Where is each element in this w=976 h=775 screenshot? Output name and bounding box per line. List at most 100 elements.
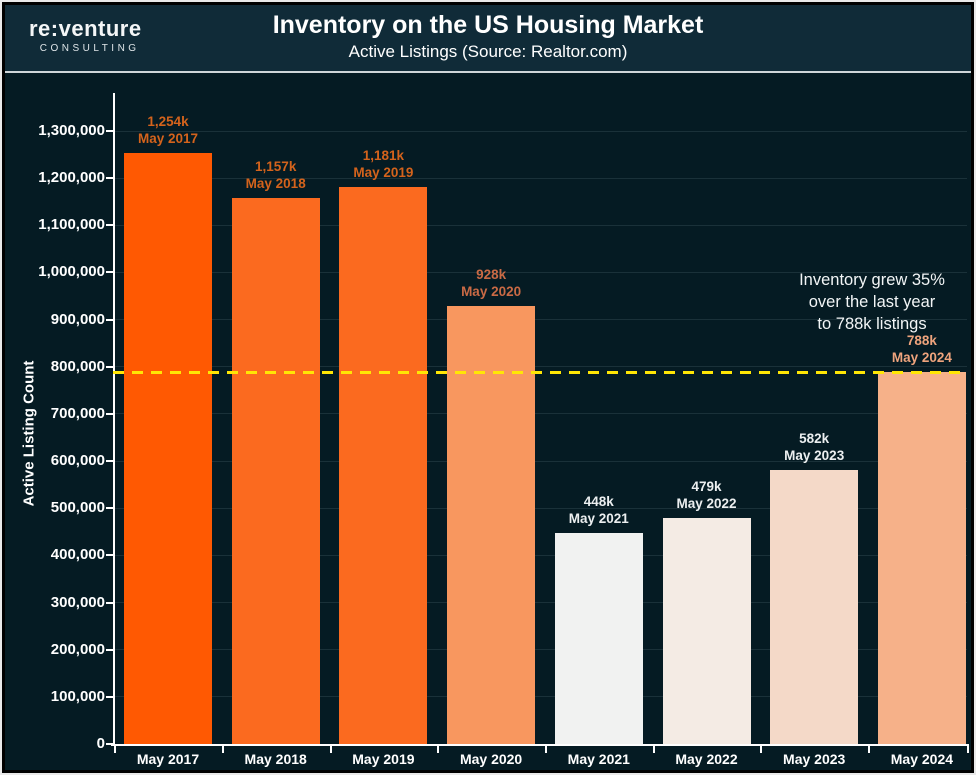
y-tick-mark <box>106 601 113 604</box>
x-tick-mark <box>967 746 969 753</box>
gridline <box>113 649 967 651</box>
chart-title: Inventory on the US Housing Market <box>272 11 704 39</box>
y-tick-mark <box>106 648 113 651</box>
bar-value-label: 479k May 2022 <box>642 478 772 512</box>
x-axis-label-may-2023: May 2023 <box>783 751 846 767</box>
y-tick-label: 1,100,000 <box>38 216 105 234</box>
y-tick-label: 1,000,000 <box>38 263 105 281</box>
bar-value-label: 448k May 2021 <box>534 493 664 527</box>
gridline <box>113 177 967 179</box>
x-tick-mark <box>652 746 655 753</box>
y-tick-mark <box>106 318 113 321</box>
y-tick-label: 900,000 <box>50 310 105 328</box>
bar-value: 1,254k <box>147 113 189 129</box>
y-tick-label: 300,000 <box>50 593 105 611</box>
bar-may-2022 <box>662 518 751 744</box>
x-axis-label-may-2017: May 2017 <box>136 751 200 767</box>
y-tick-label: 1,300,000 <box>38 122 105 139</box>
x-axis-label-may-2024: May 2024 <box>890 751 954 767</box>
y-tick-label: 500,000 <box>50 499 105 517</box>
y-tick-mark <box>106 365 113 368</box>
gridline <box>113 366 967 368</box>
bar-value-label: 1,254k May 2017 <box>103 113 233 147</box>
x-tick-mark <box>221 746 224 753</box>
bar-may-2024 <box>877 372 966 744</box>
bar-may-2019 <box>339 187 428 744</box>
bar-value: 479k <box>691 479 722 495</box>
header-divider <box>5 71 971 73</box>
bar-value: 928k <box>476 267 507 283</box>
annotation-inventory-growth: Inventory grew 35% over the last year to 7… <box>753 269 971 335</box>
bar-may-2023 <box>770 469 859 744</box>
y-tick-mark <box>106 224 113 227</box>
bar-may-2020 <box>447 306 536 744</box>
bar-may-2018 <box>231 198 320 744</box>
bar-value: 582k <box>799 430 830 446</box>
reference-line-788k <box>113 371 967 375</box>
bar-value: 1,157k <box>255 159 297 175</box>
bar-date: May 2020 <box>461 284 522 300</box>
brand-logo: re:venture CONSULTING <box>29 16 142 54</box>
bar-value-label: 1,181k May 2019 <box>318 147 448 181</box>
y-tick-label: 200,000 <box>50 640 105 658</box>
x-axis-label-may-2020: May 2020 <box>459 751 523 767</box>
x-axis-label-may-2019: May 2019 <box>352 751 415 767</box>
y-tick-label: 600,000 <box>50 452 105 470</box>
bar-value: 788k <box>906 333 937 349</box>
gridline <box>113 224 967 226</box>
x-tick-mark <box>544 746 547 753</box>
y-tick-label: 0 <box>96 735 105 752</box>
gridline <box>113 271 967 273</box>
annotation-line: to 788k listings <box>817 315 927 333</box>
gridline <box>113 602 967 604</box>
x-axis-label-may-2021: May 2021 <box>567 751 630 767</box>
bar-value: 1,181k <box>362 148 405 164</box>
x-tick-mark <box>329 746 332 753</box>
gridline <box>113 507 967 509</box>
bar-date: May 2024 <box>891 350 952 366</box>
header: re:venture CONSULTING Inventory on the U… <box>5 5 971 71</box>
y-tick-mark <box>106 743 113 745</box>
bar-value-label: 928k May 2020 <box>426 266 556 300</box>
plot-area: Active Listing Count 0 100,000 200,000 300,… <box>5 73 971 770</box>
chart-subtitle: Active Listings (Source: Realtor.com) <box>348 42 628 61</box>
gridline <box>113 413 967 415</box>
gridline <box>113 319 967 321</box>
y-tick-mark <box>106 554 113 557</box>
y-tick-mark <box>106 460 113 463</box>
y-tick-mark <box>106 507 113 510</box>
x-axis-label-may-2018: May 2018 <box>244 751 307 767</box>
brand-name: re:venture <box>29 16 142 41</box>
gridline <box>113 130 967 132</box>
y-axis-line <box>113 93 115 746</box>
x-tick-mark <box>114 746 117 753</box>
x-tick-mark <box>760 746 763 753</box>
gridline <box>113 696 967 698</box>
bar-may-2021 <box>554 532 643 744</box>
bar-date: May 2017 <box>137 130 199 146</box>
bar-date: May 2021 <box>568 510 629 526</box>
bar-date: May 2023 <box>784 447 845 463</box>
y-tick-mark <box>106 177 113 180</box>
bar-value-label: 788k May 2024 <box>857 332 971 366</box>
header-titles: Inventory on the US Housing Market Activ… <box>5 11 971 62</box>
y-tick-mark <box>106 271 113 274</box>
y-tick-label: 400,000 <box>50 546 105 564</box>
bar-value: 448k <box>583 493 614 509</box>
y-tick-mark <box>106 695 113 698</box>
y-tick-label: 800,000 <box>50 357 105 375</box>
bar-date: May 2018 <box>245 176 306 192</box>
bar-value-label: 582k May 2023 <box>749 430 879 464</box>
y-axis-title: Active Listing Count <box>20 360 38 507</box>
annotation-line: Inventory grew 35% <box>799 271 945 289</box>
x-tick-mark <box>868 746 871 753</box>
x-axis-label-may-2022: May 2022 <box>675 751 738 767</box>
brand-tagline: CONSULTING <box>39 43 140 54</box>
x-axis-line <box>111 744 969 746</box>
bar-may-2017 <box>124 152 212 744</box>
gridline <box>113 460 967 462</box>
bar-date: May 2019 <box>353 165 414 181</box>
y-tick-label: 1,200,000 <box>38 169 105 187</box>
annotation-line: over the last year <box>808 293 936 311</box>
